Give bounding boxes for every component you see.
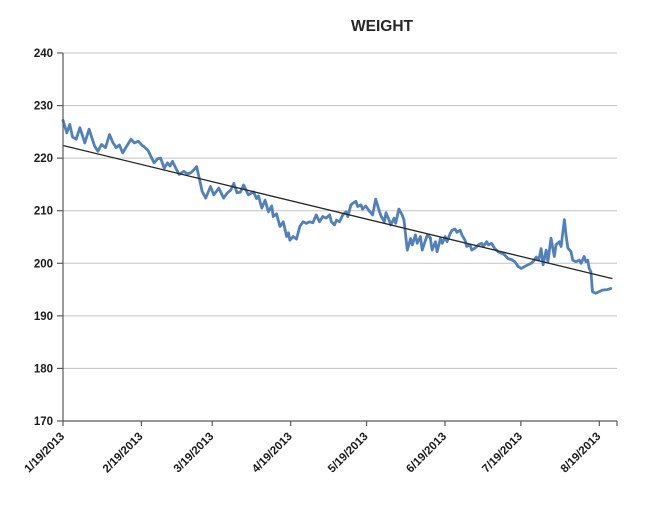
x-tick-label-7: 8/19/2013: [559, 431, 604, 476]
y-tick-label-210: 210: [34, 206, 53, 218]
gridlines: [63, 52, 617, 369]
y-tick-label-220: 220: [34, 153, 53, 165]
trend-line: [62, 144, 613, 280]
x-tick-label-5: 6/19/2013: [404, 431, 449, 476]
y-tick-label-170: 170: [34, 416, 53, 428]
series-lines: [61, 118, 613, 295]
y-tick-label-240: 240: [34, 48, 53, 60]
axes: [57, 52, 618, 426]
y-tick-label-200: 200: [34, 258, 53, 270]
y-tick-label-230: 230: [34, 101, 53, 113]
x-tick-label-2: 3/19/2013: [172, 431, 217, 476]
x-tick-label-4: 5/19/2013: [326, 431, 371, 476]
x-tick-label-0: 1/19/2013: [22, 431, 67, 476]
x-tick-label-6: 7/19/2013: [480, 431, 525, 476]
x-tick-label-3: 4/19/2013: [250, 431, 295, 476]
y-tick-label-180: 180: [34, 363, 53, 375]
y-tick-label-190: 190: [34, 311, 53, 323]
x-tick-label-1: 2/19/2013: [101, 431, 146, 476]
chart-title: WEIGHT: [351, 18, 414, 35]
weight-series-line: [61, 118, 613, 295]
